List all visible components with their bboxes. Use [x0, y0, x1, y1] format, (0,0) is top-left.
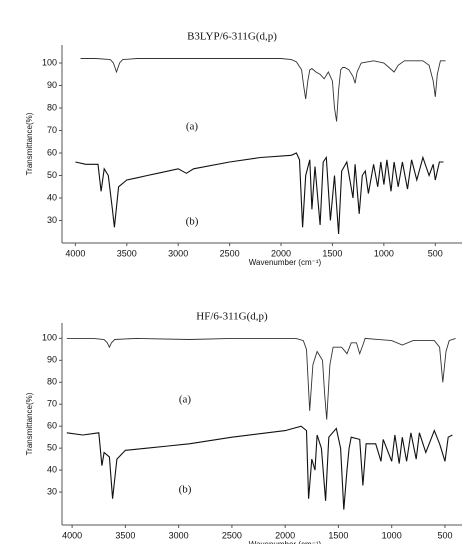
x-tick-label: 4000: [65, 248, 85, 258]
y-tick-label: 70: [47, 125, 57, 135]
curve-label: (b): [179, 484, 192, 496]
x-tick-label: 3000: [169, 530, 189, 540]
y-tick-label: 90: [47, 80, 57, 90]
y-tick-label: 80: [47, 377, 57, 387]
spectrum-line: [75, 152, 444, 235]
x-tick-label: 2500: [222, 530, 242, 540]
y-tick-label: 70: [47, 399, 57, 409]
y-tick-label: 50: [47, 443, 57, 453]
x-tick-label: 1000: [382, 530, 402, 540]
chart-title: HF/6-311G(d,p): [196, 311, 268, 323]
x-tick-label: 3000: [168, 248, 188, 258]
x-tick-label: 3500: [117, 248, 137, 258]
x-tick-label: 2500: [220, 248, 240, 258]
y-tick-label: 60: [47, 147, 57, 157]
x-tick-label: 2000: [275, 530, 295, 540]
x-tick-label: 1500: [322, 248, 342, 258]
y-tick-label: 90: [47, 355, 57, 365]
y-tick-label: 40: [47, 192, 57, 202]
chart-title: B3LYP/6-311G(d,p): [187, 31, 277, 43]
y-tick-label: 100: [42, 333, 57, 343]
y-tick-label: 80: [47, 102, 57, 112]
spectrum-line: [66, 425, 453, 510]
x-tick-label: 500: [428, 248, 443, 258]
y-tick-label: 30: [47, 215, 57, 225]
x-axis-label: Wavenumber (cm⁻¹): [249, 540, 322, 544]
x-tick-label: 1500: [328, 530, 348, 540]
x-tick-label: 3500: [115, 530, 135, 540]
y-tick-label: 30: [47, 486, 57, 496]
y-tick-label: 40: [47, 464, 57, 474]
spectrum-line: [66, 337, 456, 420]
x-tick-label: 4000: [62, 530, 82, 540]
curve-label: (a): [179, 394, 192, 406]
y-tick-label: 100: [42, 57, 57, 67]
y-axis-label: Transmittance(%): [25, 392, 34, 455]
x-tick-label: 500: [437, 530, 452, 540]
y-tick-label: 50: [47, 170, 57, 180]
x-tick-label: 1000: [374, 248, 394, 258]
x-axis-label: Wavenumber (cm⁻¹): [249, 258, 322, 267]
y-axis-label: Transmittance(%): [25, 112, 34, 175]
curve-label: (a): [186, 121, 199, 133]
x-tick-label: 2000: [271, 248, 291, 258]
spectrum-line: [80, 58, 446, 122]
y-tick-label: 60: [47, 421, 57, 431]
curve-label: (b): [186, 216, 199, 228]
